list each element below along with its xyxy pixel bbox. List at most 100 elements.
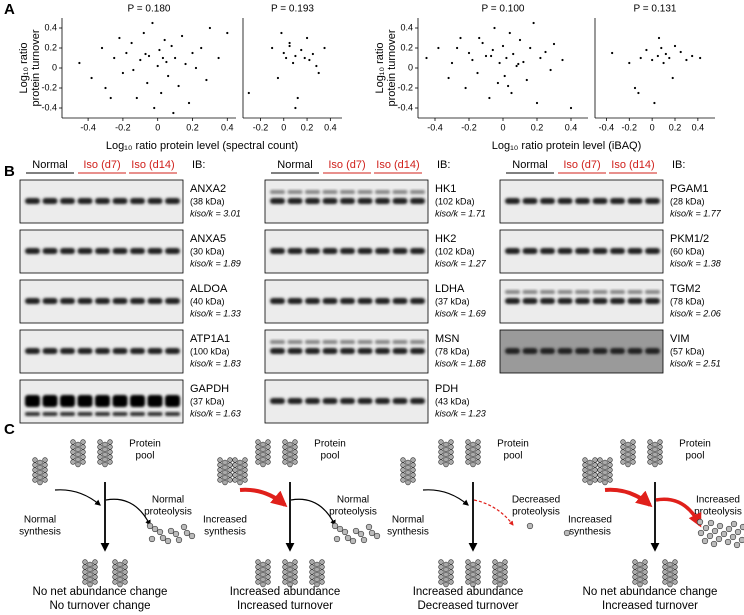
synthesis-label: Normal [24,515,56,526]
outcome-label: No turnover change [49,600,150,612]
y-tick-label: 0.4 [400,22,413,32]
point [118,36,121,40]
protein-unit [607,472,613,478]
protein-unit [292,439,298,445]
ib-label: IB: [192,159,205,171]
point [305,36,309,40]
band [627,348,643,354]
fragment [175,536,183,544]
band [77,395,93,407]
band [270,398,285,404]
protein-unit [227,477,233,483]
synthesis-label: synthesis [569,527,611,538]
protein-unit [587,469,593,476]
protein-unit [107,454,113,460]
protein-unit [465,449,471,455]
synthesis-label: Normal [392,515,424,526]
protein-unit [662,574,668,580]
outcome-label: Increased abundance [413,586,524,598]
protein-unit [112,569,118,575]
protein-unit [632,574,638,580]
fragment [183,529,191,537]
band [165,198,180,204]
point [549,68,552,72]
band [392,298,408,304]
protein-unit [438,439,444,445]
point [296,96,299,100]
point [191,51,194,55]
point [471,58,474,62]
protein-unit [117,566,123,573]
band [645,290,660,294]
protein-unit [42,477,48,483]
band [147,395,163,407]
blot-ratio: kiso/k = 1.88 [435,358,486,368]
protein-unit [620,454,626,460]
protein-unit [497,576,503,583]
protein-unit [652,456,658,463]
protein-unit [282,444,288,450]
protein-unit [292,574,298,580]
pool-label: Protein [497,439,529,450]
protein-unit [475,444,481,450]
fragment [331,522,339,530]
protein-unit [70,439,76,445]
point [311,52,314,56]
point [699,56,702,60]
band [357,398,373,404]
protein-unit [97,444,103,450]
protein-unit [667,581,673,588]
point [645,48,648,52]
protein-unit [443,446,449,453]
blot-mw: (30 kDa) [190,246,225,256]
protein-unit [475,559,481,565]
blot-name: VIM [670,333,690,345]
protein-unit [70,444,76,450]
point [151,21,154,25]
y-tick-label: 0.4 [44,22,57,32]
band [357,340,373,344]
band [610,198,625,204]
protein-unit [405,474,411,481]
protein-unit [319,569,325,575]
synthesis-arrow [239,487,288,508]
band [42,348,58,354]
protein-unit [672,564,678,570]
band [410,248,425,254]
band [357,198,373,204]
point [109,96,112,100]
point [569,106,573,110]
fragment [146,522,154,530]
chart-title: P = 0.131 [634,4,677,15]
protein-unit [630,454,636,460]
band [627,298,643,304]
point [685,58,688,62]
lane-group: Iso (d7) [328,159,365,171]
x-tick-label: -0.2 [461,122,477,132]
point [153,106,156,110]
band [575,248,590,254]
protein-unit [410,467,416,473]
protein-unit [260,571,266,578]
protein-unit [465,444,471,450]
x-tick-label: 0 [155,122,160,132]
protein-unit [107,439,113,445]
point [165,60,168,64]
protein-unit [448,579,454,585]
band [522,348,538,354]
band [25,198,40,204]
protein-unit [602,459,608,466]
protein-unit [70,459,76,465]
band [42,248,58,254]
protein-unit [222,464,228,471]
band [77,198,93,204]
protein-unit [448,444,454,450]
protein-unit [227,472,233,478]
blot-name: TGM2 [670,283,701,295]
band [77,348,93,354]
protein-unit [282,449,288,455]
blot-name: MSN [435,333,460,345]
protein-unit [87,581,93,588]
band [540,198,555,204]
protein-unit [637,561,643,568]
